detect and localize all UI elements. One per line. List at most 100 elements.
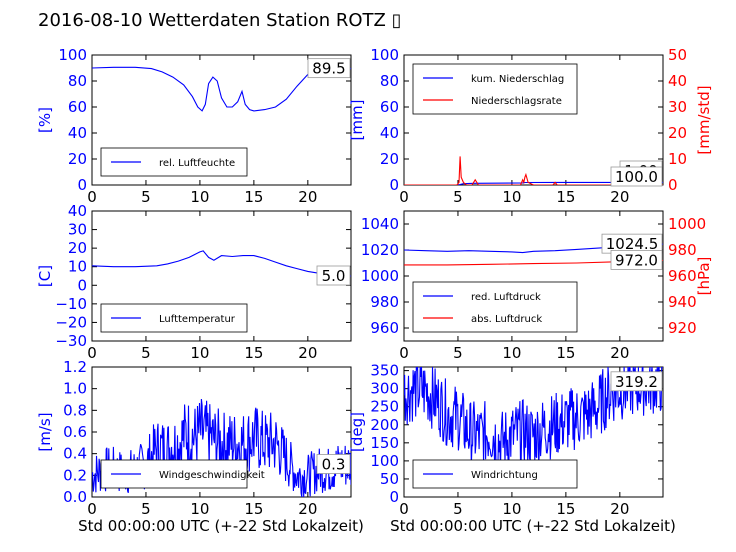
x-tick-label: 10	[190, 500, 209, 518]
x-tick-label: 5	[453, 188, 463, 206]
y-tick-label: 40	[68, 202, 87, 220]
y-axis-label: [deg]	[348, 412, 366, 452]
y2-tick-label: 0	[668, 176, 678, 194]
value-annotation: 972.0	[615, 251, 658, 269]
x-tick-label: 15	[244, 500, 263, 518]
x-tick-label: 15	[556, 188, 575, 206]
x-tick-label: 10	[190, 344, 209, 362]
y2-tick-label: 10	[668, 150, 687, 168]
panel-6: 0 5 10 15 20050100150200250300350[deg]Windri…	[348, 362, 664, 518]
legend-label: Windrichtung	[471, 470, 538, 481]
legend-label: Windgeschwindigkeit	[159, 470, 265, 481]
y-tick-label: 20	[68, 239, 87, 257]
y-tick-label: 0.4	[63, 445, 87, 463]
value-annotation: 0.3	[322, 456, 346, 474]
x-tick-label: 20	[298, 344, 317, 362]
legend-label: rel. Luftfeuchte	[159, 158, 235, 169]
x-tick-label: 0	[87, 188, 97, 206]
y-axis-label: [%]	[36, 107, 54, 133]
value-annotation: 89.5	[312, 60, 345, 78]
x-tick-label: 15	[556, 500, 575, 518]
y-tick-label: 0.8	[63, 401, 87, 419]
chart-title: 2016-08-10 Wetterdaten Station ROTZ ▯	[38, 10, 402, 31]
y-tick-label: 1000	[361, 267, 399, 285]
x-tick-label: 20	[610, 344, 629, 362]
series-line-1	[92, 250, 351, 277]
y-tick-label: 350	[370, 362, 399, 380]
y-axis-label: [C]	[36, 265, 54, 287]
y-tick-label: 20	[68, 150, 87, 168]
legend-label: kum. Niederschlag	[471, 74, 564, 85]
series-line-1	[404, 181, 663, 185]
y-axis-label: [mm]	[348, 100, 366, 141]
y-tick-label: 1.2	[63, 358, 87, 376]
value-annotation-box	[610, 166, 663, 187]
panel-5: 0 5 10 15 20 0.0 0.2 0.4 0.6 0.8 1.0 1.2 [m/s] Windge…	[36, 358, 352, 518]
legend-label: red. Luftdruck	[471, 292, 541, 303]
y-tick-label: 0	[389, 488, 399, 506]
series-line-1	[404, 367, 663, 471]
y-tick-label: −30	[55, 332, 87, 350]
x-tick-label: 15	[244, 188, 263, 206]
y2-tick-label: 920	[668, 319, 697, 337]
y-tick-label: 80	[68, 72, 87, 90]
y-axis-label: [m/s]	[36, 412, 54, 451]
y-tick-label: 60	[380, 98, 399, 116]
value-annotation-box	[316, 454, 351, 474]
legend-box	[412, 281, 578, 333]
y-tick-label: 0	[77, 176, 87, 194]
value-annotation-box	[610, 249, 663, 270]
y-tick-label: 30	[68, 221, 87, 239]
panel-1: 0 5 10 15 20 0 20 40 60 80 100 [%] rel. Luftfeuchte 8…	[36, 46, 352, 206]
panel-4: 0 5 10 15 20 960 980 1000 1020 1040 920 940 960 980 10…	[361, 210, 713, 362]
x-tick-label: 5	[453, 344, 463, 362]
x-tick-label: 5	[453, 500, 463, 518]
value-annotation: 1024.5	[606, 235, 659, 253]
x-tick-label: 10	[502, 344, 521, 362]
y-tick-label: 0.2	[63, 466, 87, 484]
x-tick-label: 20	[610, 500, 629, 518]
y-tick-label: 0	[389, 176, 399, 194]
y-tick-label: 100	[370, 452, 399, 470]
y-tick-label: 60	[68, 98, 87, 116]
y-tick-label: 960	[370, 319, 399, 337]
y-tick-label: 1.0	[63, 380, 87, 398]
y2-axis-label: [hPa]	[695, 257, 713, 296]
x-tick-label: 5	[141, 500, 151, 518]
x-tick-label: 20	[610, 188, 629, 206]
x-tick-label: 0	[399, 188, 409, 206]
x-tick-label: 15	[556, 344, 575, 362]
x-tick-label: 0	[399, 344, 409, 362]
x-tick-label: 0	[87, 344, 97, 362]
y-tick-label: 40	[380, 124, 399, 142]
x-axis-label-right: Std 00:00:00 UTC (+-22 Std Lokalzeit)	[390, 517, 676, 535]
series-line-1	[92, 66, 351, 112]
y-tick-label: 150	[370, 434, 399, 452]
value-annotation-box	[610, 371, 663, 392]
x-tick-label: 15	[244, 344, 263, 362]
value-annotation: 5.0	[322, 267, 346, 285]
y2-tick-label: 980	[668, 241, 697, 259]
y-tick-label: 0.0	[63, 488, 87, 506]
legend-label: Lufttemperatur	[159, 314, 236, 325]
value-annotation: 100.0	[615, 168, 658, 186]
legend-box	[412, 63, 578, 115]
y-tick-label: 980	[370, 293, 399, 311]
x-tick-label: 10	[190, 188, 209, 206]
y-tick-label: 50	[380, 470, 399, 488]
y-tick-label: 300	[370, 380, 399, 398]
legend-box	[100, 147, 248, 177]
y-tick-label: 100	[370, 46, 399, 64]
legend-box	[100, 459, 248, 489]
y2-tick-label: 50	[668, 46, 687, 64]
y2-tick-label: 940	[668, 293, 697, 311]
x-tick-label: 10	[502, 500, 521, 518]
x-tick-label: 0	[399, 500, 409, 518]
x-tick-label: 20	[298, 500, 317, 518]
x-tick-label: 5	[141, 188, 151, 206]
y2-tick-label: 960	[668, 267, 697, 285]
y-tick-label: 100	[58, 46, 87, 64]
x-tick-label: 10	[502, 188, 521, 206]
x-tick-label: 0	[87, 500, 97, 518]
